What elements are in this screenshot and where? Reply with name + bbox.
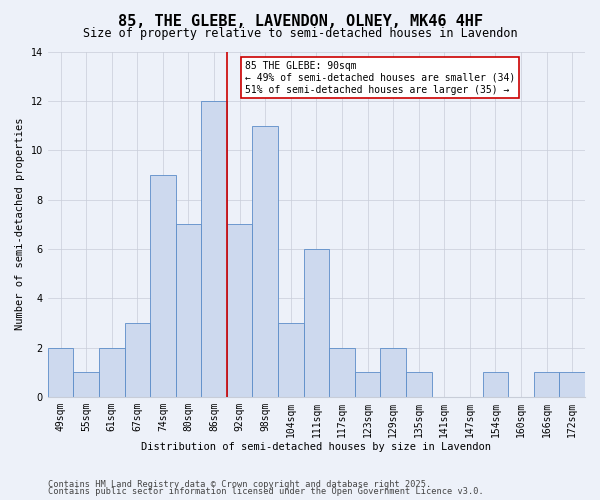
Text: Contains public sector information licensed under the Open Government Licence v3: Contains public sector information licen… [48, 487, 484, 496]
Bar [304, 249, 329, 397]
Bar [329, 348, 355, 397]
Y-axis label: Number of semi-detached properties: Number of semi-detached properties [15, 118, 25, 330]
Bar [278, 323, 304, 397]
Text: 85, THE GLEBE, LAVENDON, OLNEY, MK46 4HF: 85, THE GLEBE, LAVENDON, OLNEY, MK46 4HF [118, 14, 482, 29]
Bar [48, 348, 73, 397]
Bar [99, 348, 125, 397]
Bar [253, 126, 278, 397]
Bar [201, 101, 227, 397]
Bar [355, 372, 380, 397]
Text: Contains HM Land Registry data © Crown copyright and database right 2025.: Contains HM Land Registry data © Crown c… [48, 480, 431, 489]
X-axis label: Distribution of semi-detached houses by size in Lavendon: Distribution of semi-detached houses by … [142, 442, 491, 452]
Bar [227, 224, 253, 397]
Text: 85 THE GLEBE: 90sqm
← 49% of semi-detached houses are smaller (34)
51% of semi-d: 85 THE GLEBE: 90sqm ← 49% of semi-detach… [245, 62, 515, 94]
Bar [406, 372, 431, 397]
Bar [559, 372, 585, 397]
Bar [380, 348, 406, 397]
Bar [534, 372, 559, 397]
Bar [482, 372, 508, 397]
Text: Size of property relative to semi-detached houses in Lavendon: Size of property relative to semi-detach… [83, 28, 517, 40]
Bar [176, 224, 201, 397]
Bar [150, 175, 176, 397]
Bar [73, 372, 99, 397]
Bar [125, 323, 150, 397]
